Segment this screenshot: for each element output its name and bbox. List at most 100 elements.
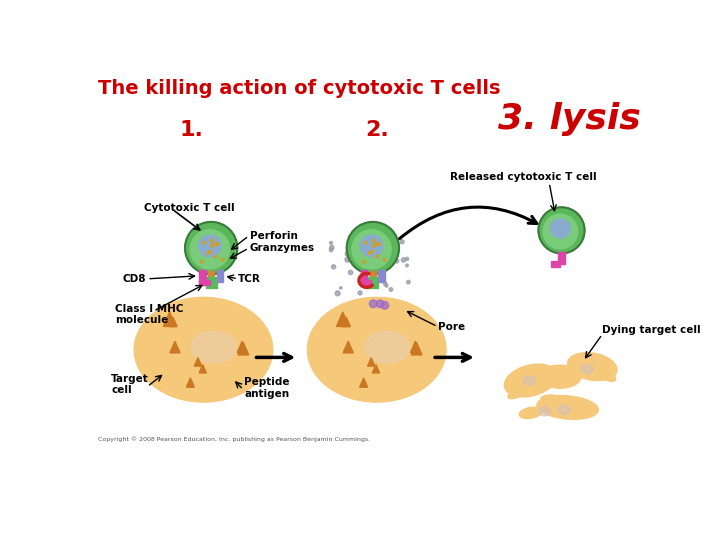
- Ellipse shape: [581, 364, 593, 374]
- Bar: [361, 280, 372, 285]
- Circle shape: [362, 260, 365, 263]
- Circle shape: [159, 350, 186, 379]
- Bar: [199, 280, 210, 285]
- Ellipse shape: [539, 407, 551, 416]
- Circle shape: [369, 270, 373, 274]
- Circle shape: [335, 291, 340, 296]
- Circle shape: [400, 240, 404, 244]
- Circle shape: [329, 248, 333, 252]
- Circle shape: [395, 259, 399, 263]
- Circle shape: [376, 255, 379, 258]
- Circle shape: [345, 252, 350, 256]
- Ellipse shape: [558, 405, 570, 414]
- Circle shape: [382, 245, 385, 249]
- Circle shape: [390, 288, 393, 291]
- Polygon shape: [194, 357, 202, 366]
- Bar: [551, 261, 560, 267]
- Ellipse shape: [192, 332, 236, 363]
- Circle shape: [210, 239, 213, 242]
- Circle shape: [207, 252, 210, 254]
- Circle shape: [345, 258, 350, 262]
- Polygon shape: [372, 364, 379, 373]
- Circle shape: [350, 316, 374, 341]
- Circle shape: [355, 241, 359, 244]
- Circle shape: [370, 282, 374, 286]
- Circle shape: [330, 241, 333, 244]
- Circle shape: [381, 301, 389, 309]
- Circle shape: [372, 247, 377, 251]
- Circle shape: [352, 230, 391, 269]
- Ellipse shape: [567, 353, 617, 381]
- Circle shape: [215, 255, 217, 258]
- Circle shape: [405, 264, 408, 267]
- Circle shape: [348, 235, 351, 239]
- Ellipse shape: [523, 376, 535, 385]
- Circle shape: [543, 214, 577, 249]
- Circle shape: [378, 243, 381, 246]
- Ellipse shape: [134, 298, 273, 402]
- Text: CD8: CD8: [122, 274, 145, 284]
- Circle shape: [211, 245, 214, 247]
- Bar: [370, 271, 376, 279]
- Circle shape: [377, 300, 384, 308]
- Circle shape: [379, 273, 383, 277]
- Ellipse shape: [600, 372, 616, 381]
- Circle shape: [369, 252, 372, 254]
- Circle shape: [383, 259, 386, 261]
- Circle shape: [360, 244, 364, 247]
- Circle shape: [359, 231, 363, 234]
- Circle shape: [375, 236, 379, 239]
- Text: Dying target cell: Dying target cell: [603, 326, 701, 335]
- Polygon shape: [342, 317, 351, 327]
- Text: Cytotoxic T cell: Cytotoxic T cell: [144, 204, 235, 213]
- Polygon shape: [360, 378, 368, 387]
- Circle shape: [348, 271, 353, 275]
- Circle shape: [346, 222, 399, 274]
- Ellipse shape: [519, 407, 542, 419]
- Polygon shape: [238, 342, 248, 355]
- Ellipse shape: [539, 365, 581, 388]
- Circle shape: [216, 243, 219, 246]
- Ellipse shape: [541, 395, 564, 404]
- Circle shape: [376, 262, 378, 264]
- Circle shape: [376, 242, 379, 245]
- Circle shape: [385, 285, 388, 287]
- Text: Copyright © 2008 Pearson Education, Inc. publishing as Pearson Benjamin Cummings: Copyright © 2008 Pearson Education, Inc.…: [98, 437, 370, 442]
- Ellipse shape: [508, 386, 527, 399]
- Circle shape: [364, 267, 369, 272]
- Polygon shape: [411, 342, 422, 355]
- Circle shape: [369, 300, 377, 308]
- Circle shape: [358, 291, 362, 295]
- Ellipse shape: [360, 235, 383, 256]
- Polygon shape: [168, 317, 177, 327]
- Circle shape: [215, 324, 236, 346]
- Polygon shape: [186, 378, 194, 387]
- Text: The killing action of cytotoxic T cells: The killing action of cytotoxic T cells: [98, 79, 500, 98]
- Circle shape: [372, 231, 376, 234]
- Ellipse shape: [537, 396, 598, 419]
- Bar: [367, 278, 378, 288]
- Text: 2.: 2.: [365, 120, 389, 140]
- Text: Released cytotoxic T cell: Released cytotoxic T cell: [450, 172, 596, 182]
- Circle shape: [330, 246, 334, 249]
- Circle shape: [407, 280, 410, 284]
- Polygon shape: [170, 341, 180, 353]
- Ellipse shape: [505, 364, 557, 397]
- Circle shape: [185, 222, 238, 274]
- Circle shape: [214, 242, 217, 245]
- Text: 1.: 1.: [180, 120, 204, 140]
- Text: Perforin: Perforin: [250, 231, 297, 241]
- Circle shape: [222, 259, 224, 261]
- Bar: [206, 278, 217, 288]
- Circle shape: [402, 258, 405, 262]
- Circle shape: [382, 262, 385, 266]
- Circle shape: [387, 324, 409, 346]
- Text: Granzymes: Granzymes: [250, 243, 315, 253]
- Circle shape: [371, 251, 374, 253]
- Circle shape: [176, 316, 201, 341]
- Text: Peptide
antigen: Peptide antigen: [244, 377, 289, 399]
- Circle shape: [202, 241, 205, 244]
- Circle shape: [392, 348, 426, 382]
- Ellipse shape: [198, 235, 221, 256]
- Circle shape: [368, 265, 372, 269]
